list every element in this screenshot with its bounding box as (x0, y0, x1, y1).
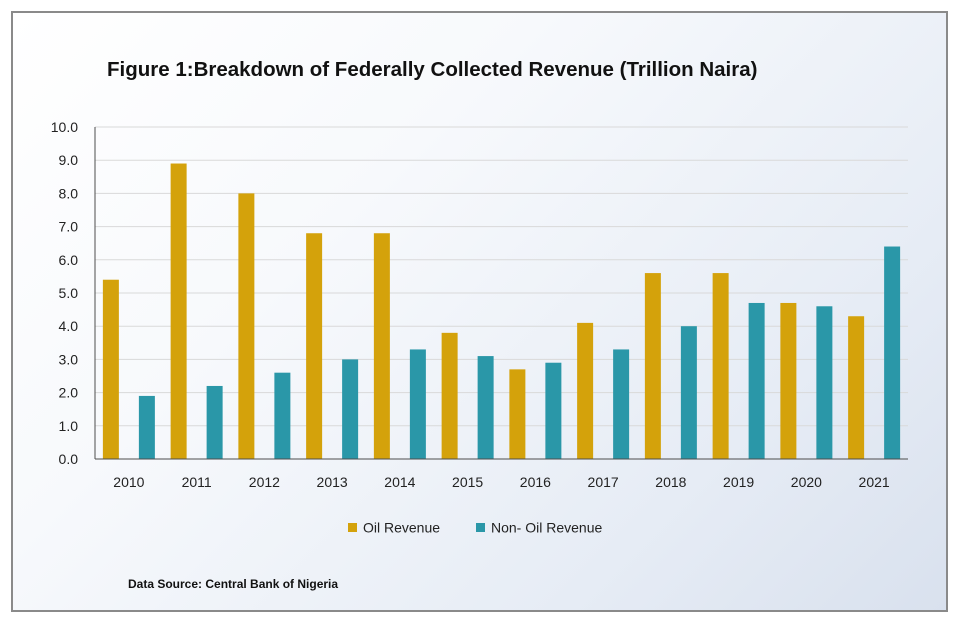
non-oil-revenue-bar (748, 302, 765, 459)
x-tick-label: 2019 (723, 474, 754, 490)
y-tick-label: 3.0 (59, 351, 79, 367)
y-tick-label: 9.0 (59, 152, 79, 168)
bars (102, 163, 901, 459)
oil-revenue-bar (577, 322, 594, 459)
legend-oil-swatch (348, 523, 357, 532)
oil-revenue-bar (644, 273, 661, 459)
oil-revenue-bar (441, 332, 458, 459)
y-tick-label: 6.0 (59, 252, 79, 268)
x-tick-label: 2013 (317, 474, 348, 490)
non-oil-revenue-bar (613, 349, 630, 459)
axes: 0.0 1.0 2.0 3.0 4.0 5.0 6.0 7.0 8.0 9.0 10.0 2010 20… (51, 119, 908, 490)
oil-revenue-bar (170, 163, 187, 459)
x-tick-label: 2016 (520, 474, 551, 490)
data-source-note: Data Source: Central Bank of Nigeria (128, 577, 339, 591)
oil-revenue-bar (238, 193, 255, 459)
legend: Oil Revenue Non- Oil Revenue (348, 520, 602, 536)
y-tick-label: 5.0 (59, 285, 79, 301)
non-oil-revenue-bar (342, 359, 359, 459)
non-oil-revenue-bar (477, 356, 494, 459)
non-oil-revenue-bar (409, 349, 426, 459)
non-oil-revenue-bar (274, 372, 291, 459)
y-tick-label: 8.0 (59, 185, 79, 201)
oil-revenue-bar (306, 233, 323, 459)
oil-revenue-bar (509, 369, 526, 459)
x-tick-label: 2020 (791, 474, 822, 490)
oil-revenue-bar (712, 273, 729, 459)
oil-revenue-bar (848, 316, 865, 459)
x-tick-label: 2011 (182, 474, 212, 490)
non-oil-revenue-bar (545, 362, 562, 459)
x-tick-label: 2017 (588, 474, 619, 490)
oil-revenue-bar (102, 279, 119, 459)
non-oil-revenue-bar (138, 395, 155, 459)
chart-title: Figure 1:Breakdown of Federally Collecte… (107, 58, 758, 81)
x-tick-label: 2012 (249, 474, 280, 490)
x-tick-label: 2021 (859, 474, 890, 490)
y-tick-label: 7.0 (59, 219, 79, 235)
y-tick-label: 0.0 (59, 451, 79, 467)
x-tick-label: 2014 (384, 474, 415, 490)
x-tick-label: 2015 (452, 474, 483, 490)
non-oil-revenue-bar (884, 246, 901, 459)
x-tick-label: 2018 (655, 474, 686, 490)
gridlines (95, 126, 908, 427)
oil-revenue-bar (373, 233, 390, 459)
non-oil-revenue-bar (816, 306, 833, 459)
y-tick-label: 4.0 (59, 318, 79, 334)
non-oil-revenue-bar (206, 385, 223, 459)
y-tick-label: 10.0 (51, 119, 78, 135)
legend-non-oil-swatch (476, 523, 485, 532)
oil-revenue-bar (780, 302, 797, 459)
legend-oil-label: Oil Revenue (363, 520, 440, 536)
x-tick-label: 2010 (113, 474, 144, 490)
legend-non-oil-label: Non- Oil Revenue (491, 520, 602, 536)
y-tick-label: 1.0 (59, 418, 79, 434)
non-oil-revenue-bar (680, 326, 697, 459)
y-tick-label: 2.0 (59, 385, 79, 401)
